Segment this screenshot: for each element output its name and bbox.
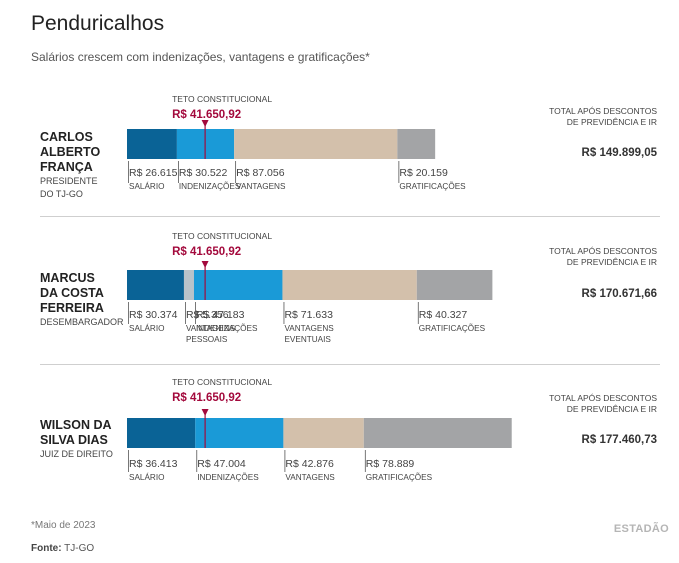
category-label: VANTAGENS — [285, 473, 335, 482]
name-line: CARLOS — [40, 130, 93, 144]
value-label: R$ 47.183 — [196, 309, 245, 321]
value-label: R$ 87.056 — [236, 167, 285, 179]
person-role: DESEMBARGADOR — [40, 316, 150, 329]
source: Fonte: TJ-GO — [31, 543, 94, 554]
value-label: R$ 5.356 — [186, 309, 229, 321]
category-label: INDENIZAÇÕES — [196, 323, 258, 333]
value-label: R$ 78.889 — [366, 458, 415, 470]
person-name: CARLOS ALBERTO FRANÇA — [40, 130, 130, 175]
source-label: Fonte: — [31, 543, 62, 554]
category-label: INDENIZAÇÕES — [179, 181, 241, 191]
bar-segment-gratificacoes — [416, 270, 493, 300]
divider — [40, 216, 660, 217]
name-line: DA COSTA — [40, 286, 104, 300]
bar-segment-vantagens_eventuais — [282, 270, 417, 300]
role-line: DESEMBARGADOR — [40, 317, 124, 327]
total-value: R$ 170.671,66 — [581, 288, 657, 300]
person-role: JUIZ DE DIREITO — [40, 448, 150, 461]
bar-segment-vantagens — [234, 129, 398, 159]
category-label: GRATIFICAÇÕES — [366, 472, 433, 482]
category-label: GRATIFICAÇÕES — [399, 181, 466, 191]
role-line: DO TJ-GO — [40, 189, 83, 199]
bar-segment-gratificacoes — [397, 129, 436, 159]
teto-value: R$ 41.650,92 — [172, 392, 241, 404]
teto-value: R$ 41.650,92 — [172, 109, 241, 121]
value-label: R$ 47.004 — [197, 458, 246, 470]
bar-segment-salario — [127, 129, 177, 159]
value-label: R$ 30.522 — [179, 167, 228, 179]
teto-label: TETO CONSTITUCIONAL — [172, 94, 272, 104]
person-name: WILSON DA SILVA DIAS — [40, 418, 130, 448]
footnote: *Maio de 2023 — [31, 520, 96, 531]
category-label: PESSOAIS — [186, 335, 228, 344]
name-line: FERREIRA — [40, 301, 104, 315]
name-line: WILSON DA — [40, 418, 112, 432]
bar-segment-vantagens_pessoais — [183, 270, 194, 300]
total-label: TOTAL APÓS DESCONTOS DE PREVIDÊNCIA E IR — [549, 106, 657, 127]
total-value: R$ 177.460,73 — [581, 434, 657, 446]
teto-label: TETO CONSTITUCIONAL — [172, 377, 272, 387]
category-label: SALÁRIO — [129, 472, 165, 482]
category-label: VANTAGENS — [284, 324, 334, 333]
category-label: VANTAGENS — [186, 324, 236, 333]
bar-segment-gratificacoes — [363, 418, 512, 448]
role-line: JUIZ DE DIREITO — [40, 449, 113, 459]
category-label: SALÁRIO — [129, 323, 165, 333]
name-line: MARCUS — [40, 271, 95, 285]
value-label: R$ 40.327 — [419, 309, 468, 321]
person-name: MARCUS DA COSTA FERREIRA — [40, 271, 130, 316]
category-label: INDENIZAÇÕES — [197, 472, 259, 482]
name-line: FRANÇA — [40, 160, 93, 174]
category-label: GRATIFICAÇÕES — [419, 323, 486, 333]
chart-title: Penduricalhos — [31, 12, 165, 35]
category-label: EVENTUAIS — [284, 335, 331, 344]
divider — [40, 364, 660, 365]
teto-label: TETO CONSTITUCIONAL — [172, 231, 272, 241]
bar-segment-salario — [127, 270, 184, 300]
person-role: PRESIDENTE DO TJ-GO — [40, 175, 150, 201]
bar-segment-indenizacoes — [193, 270, 283, 300]
name-line: SILVA DIAS — [40, 433, 108, 447]
category-label: VANTAGENS — [236, 182, 286, 191]
teto-marker-icon — [201, 409, 209, 416]
total-value: R$ 149.899,05 — [581, 147, 657, 159]
value-label: R$ 42.876 — [285, 458, 334, 470]
total-label: TOTAL APÓS DESCONTOS DE PREVIDÊNCIA E IR — [549, 393, 657, 414]
source-value: TJ-GO — [64, 543, 95, 554]
name-line: ALBERTO — [40, 145, 101, 159]
estadao-logo: ESTADÃO — [613, 523, 669, 535]
role-line: PRESIDENTE — [40, 176, 98, 186]
teto-value: R$ 41.650,92 — [172, 246, 241, 258]
teto-marker-icon — [201, 261, 209, 268]
chart-subtitle: Salários crescem com indenizações, vanta… — [31, 50, 370, 64]
value-label: R$ 36.413 — [129, 458, 178, 470]
bar-segment-indenizacoes — [195, 418, 284, 448]
bar-segment-salario — [127, 418, 196, 448]
category-label: SALÁRIO — [129, 181, 165, 191]
value-label: R$ 20.159 — [399, 167, 448, 179]
value-label: R$ 30.374 — [129, 309, 178, 321]
value-label: R$ 71.633 — [284, 309, 333, 321]
total-label: TOTAL APÓS DESCONTOS DE PREVIDÊNCIA E IR — [549, 246, 657, 267]
value-label: R$ 26.615 — [129, 167, 178, 179]
bar-segment-vantagens — [283, 418, 364, 448]
teto-marker-icon — [201, 120, 209, 127]
